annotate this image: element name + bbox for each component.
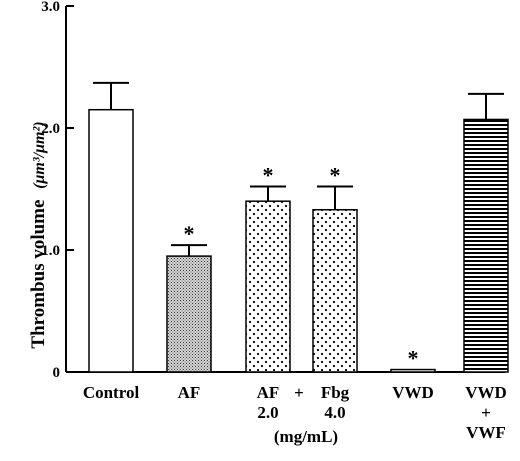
bar: [390, 368, 436, 373]
significance-star: *: [263, 163, 274, 188]
category-label: Control: [83, 383, 140, 402]
bar: [245, 200, 291, 373]
bar: [88, 108, 134, 373]
bars-group: * * * *: [88, 81, 509, 373]
y-tick-label: 1.0: [41, 243, 60, 259]
category-label: +: [481, 403, 491, 422]
category-label: AF: [178, 383, 201, 402]
plus-sign: +: [294, 383, 304, 402]
y-ticks: 0 1.0 2.0 3.0: [41, 0, 74, 381]
significance-star: *: [184, 221, 195, 246]
category-label: VWF: [466, 423, 506, 442]
category-label: AF: [257, 383, 280, 402]
y-tick-label: 3.0: [41, 0, 60, 15]
significance-star: *: [408, 346, 419, 371]
significance-star: *: [330, 163, 341, 188]
category-label: Fbg: [321, 383, 350, 402]
bar: [312, 208, 358, 373]
y-tick-label: 2.0: [41, 121, 60, 137]
y-axis-label: Thrombus volume (μm³/μm²): [28, 121, 49, 348]
category-label: 4.0: [324, 403, 345, 422]
y-axis-title: Thrombus volume (μm³/μm²): [28, 121, 49, 348]
unit-note: (mg/mL): [274, 427, 338, 446]
bar: [166, 255, 212, 373]
category-label: 2.0: [257, 403, 278, 422]
category-label: VWD: [392, 383, 434, 402]
category-label: VWD: [465, 383, 507, 402]
bar: [463, 118, 509, 373]
y-tick-label: 0: [53, 365, 61, 381]
